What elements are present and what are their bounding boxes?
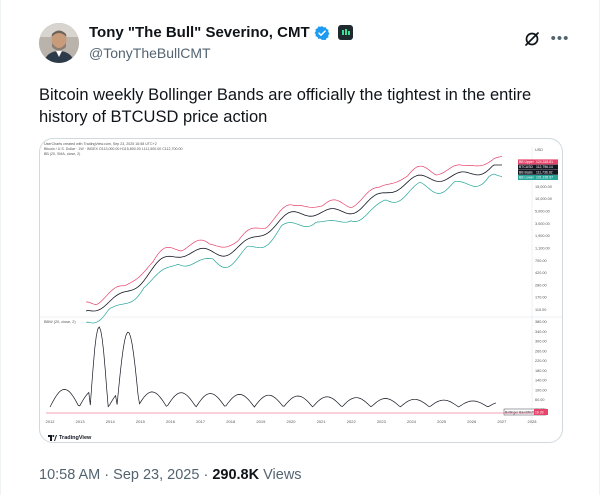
views-label: Views xyxy=(259,467,302,483)
price-y-tick: 1,900.00 xyxy=(535,234,550,238)
bbw-y-tick: 180.00 xyxy=(535,369,547,373)
x-tick-label: 2028 xyxy=(528,419,538,424)
price-y-tick: 700.00 xyxy=(535,259,547,263)
price-y-tick: 420.00 xyxy=(535,271,547,275)
x-tick-label: 2015 xyxy=(136,419,146,424)
bbw-y-tick: 60.00 xyxy=(535,398,545,402)
tradingview-logo-icon xyxy=(48,435,57,441)
bbw-y-tick: 300.00 xyxy=(535,340,547,344)
bbw-pane-title: BBW (20, close, 2) xyxy=(44,320,76,324)
avatar-photo xyxy=(39,23,79,63)
x-tick-label: 2027 xyxy=(497,419,507,424)
chart-header-line-1: UserCharts created with TradingView.com,… xyxy=(44,142,157,146)
x-tick-label: 2012 xyxy=(46,419,56,424)
tweet-time[interactable]: 10:58 AM xyxy=(39,467,101,483)
grok-icon[interactable] xyxy=(523,30,541,48)
tweet-media-chart[interactable]: UserCharts created with TradingView.com,… xyxy=(39,138,563,443)
views-count: 290.8K xyxy=(212,467,260,483)
x-tick-label: 2018 xyxy=(226,419,236,424)
x-tick-label: 2022 xyxy=(347,419,357,424)
x-tick-label: 2023 xyxy=(377,419,387,424)
price-y-tick: 280.00 xyxy=(535,283,547,287)
price-tag-value: 124,318.81 xyxy=(536,160,553,164)
x-tick-label: 2016 xyxy=(166,419,176,424)
x-tick-label: 2024 xyxy=(407,419,417,424)
price-y-tick: 3,000.00 xyxy=(535,222,550,226)
price-tag-label: BTCUSD xyxy=(519,165,533,169)
avatar[interactable] xyxy=(39,23,79,63)
bollinger-chart: 2012 2013 2014 2015 2016 2017 2018 2019 2020 2021… xyxy=(40,147,562,425)
x-tick-label: 2026 xyxy=(467,419,477,424)
bbw-y-tick: 340.00 xyxy=(535,330,547,334)
author-handle[interactable]: @TonyTheBullCMT xyxy=(89,45,211,61)
x-tick-label: 2019 xyxy=(256,419,266,424)
display-name[interactable]: Tony "The Bull" Severino, CMT xyxy=(89,24,310,41)
x-tick-label: 2013 xyxy=(76,419,86,424)
bb-lower-line xyxy=(85,173,503,324)
price-tag-bg xyxy=(518,175,558,180)
chart-header: UserCharts created with TradingView.com,… xyxy=(44,142,183,157)
tweet-date[interactable]: Sep 23, 2025 xyxy=(113,467,200,483)
tradingview-wordmark: TradingView xyxy=(59,435,92,441)
bbw-y-tick: 100.00 xyxy=(535,388,547,392)
price-y-tick: 15,000.00 xyxy=(535,185,552,189)
price-y-tick: USD xyxy=(535,148,543,152)
tweet-meta: 10:58 AM · Sep 23, 2025 · 290.8K Views xyxy=(39,467,302,483)
x-tick-label: 2021 xyxy=(317,419,327,424)
x-tick-label: 2025 xyxy=(437,419,447,424)
price-y-tick: 10,000.00 xyxy=(535,197,552,201)
affiliate-badge-icon[interactable] xyxy=(337,25,353,40)
bbw-tag-value-bg xyxy=(534,409,548,415)
meta-separator: · xyxy=(100,467,114,483)
x-tick-label: 2017 xyxy=(196,419,206,424)
chart-header-line-2: Bitcoin / U.S. Dollar · 1W · INDEX O113,… xyxy=(44,147,183,151)
author-name-row[interactable]: Tony "The Bull" Severino, CMT xyxy=(89,24,353,41)
price-tag-label: BB Upper xyxy=(519,160,535,164)
price-tag-label: BB Lower xyxy=(519,176,535,180)
x-tick-label: 2020 xyxy=(287,419,297,424)
bbw-y-tick: 220.00 xyxy=(535,359,547,363)
tradingview-logo: TradingView xyxy=(48,435,91,441)
more-options-icon[interactable]: ••• xyxy=(550,30,570,47)
price-tag-bg xyxy=(518,164,558,170)
price-tag-value: 101,195.57 xyxy=(536,176,553,180)
meta-separator: · xyxy=(199,467,213,483)
verified-badge-icon xyxy=(314,25,330,40)
bbw-line xyxy=(49,326,497,408)
price-tag-value: 112,796.14 xyxy=(536,165,553,169)
x-tick-label: 2014 xyxy=(106,419,116,424)
bbw-tag-label: Bollinger BandWidth xyxy=(505,411,536,415)
tweet-text: Bitcoin weekly Bollinger Bands are offic… xyxy=(39,86,532,126)
btcusd-price-line xyxy=(85,164,502,312)
price-tag-label: BB Basis xyxy=(519,170,533,174)
price-y-tick: 5,000.00 xyxy=(535,210,550,214)
price-y-tick: 1,100.00 xyxy=(535,246,550,250)
bb-upper-line xyxy=(85,156,503,305)
bbw-tag-value: 16.39 xyxy=(535,411,544,415)
price-y-tick: 110.00 xyxy=(535,308,546,312)
price-tag-bg xyxy=(518,159,558,165)
bbw-y-tick: 140.00 xyxy=(535,379,547,383)
price-tag-value: 111,736.92 xyxy=(536,170,553,174)
price-tag-bg xyxy=(518,169,558,175)
bbw-y-tick: 380.00 xyxy=(535,320,547,324)
price-y-tick: 170.00 xyxy=(535,296,547,300)
bbw-y-tick: 260.00 xyxy=(535,349,547,353)
chart-header-line-3: BB (20, SMA, close, 2) xyxy=(44,152,81,156)
